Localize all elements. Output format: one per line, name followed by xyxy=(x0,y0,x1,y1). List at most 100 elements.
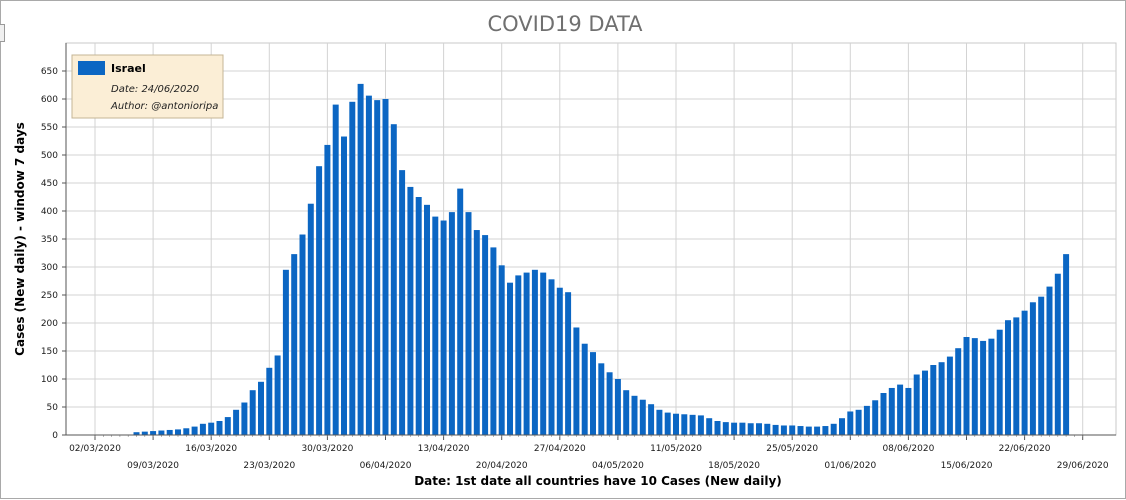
y-tick-label: 250 xyxy=(41,291,58,301)
bar xyxy=(1038,296,1045,435)
bar xyxy=(357,83,364,435)
bar xyxy=(789,425,796,435)
bar xyxy=(581,343,588,435)
bar xyxy=(141,431,148,435)
bar xyxy=(548,279,555,435)
bar xyxy=(233,409,240,435)
bar xyxy=(673,413,679,435)
bar xyxy=(390,124,397,435)
y-tick-label: 200 xyxy=(41,319,58,329)
bar xyxy=(822,426,829,435)
bar xyxy=(706,418,713,435)
legend-swatch xyxy=(78,61,105,75)
x-tick-label: 27/04/2020 xyxy=(534,444,586,454)
bar xyxy=(1021,310,1028,435)
bar xyxy=(199,423,206,435)
bar-series xyxy=(133,83,1070,436)
bar xyxy=(598,363,605,435)
bar xyxy=(648,404,655,435)
bar xyxy=(1005,320,1011,435)
bar xyxy=(349,101,356,436)
bar xyxy=(1063,254,1070,435)
bar xyxy=(955,348,962,435)
x-tick-label: 08/06/2020 xyxy=(882,444,934,454)
bar xyxy=(490,247,497,435)
x-tick-label: 15/06/2020 xyxy=(941,461,993,471)
bar xyxy=(664,412,671,435)
bar xyxy=(756,423,762,435)
bar xyxy=(531,269,538,435)
x-tick-label: 06/04/2020 xyxy=(360,461,412,471)
x-tick-label: 13/04/2020 xyxy=(418,444,470,454)
y-tick-label: 150 xyxy=(41,347,58,357)
bar xyxy=(291,254,298,435)
bar xyxy=(166,429,173,435)
bar xyxy=(764,423,771,435)
x-tick-label: 30/03/2020 xyxy=(301,444,353,454)
bar xyxy=(324,144,331,436)
bar xyxy=(507,282,513,435)
bar xyxy=(424,204,430,435)
x-tick-label: 11/05/2020 xyxy=(650,444,702,454)
bar xyxy=(938,362,945,435)
bar xyxy=(523,272,530,435)
bar xyxy=(332,104,339,435)
bar xyxy=(731,422,738,435)
bar xyxy=(681,414,688,435)
x-tick-label: 09/03/2020 xyxy=(127,461,179,471)
bar xyxy=(739,422,746,435)
bar xyxy=(980,340,987,435)
bar xyxy=(855,409,862,435)
bar xyxy=(399,170,406,435)
x-tick-label: 20/04/2020 xyxy=(476,461,528,471)
bar xyxy=(747,423,754,435)
legend-author-note: Author: @antonioripa xyxy=(110,101,218,112)
bar xyxy=(805,426,812,435)
bar xyxy=(839,418,845,435)
bar xyxy=(224,417,231,435)
bar xyxy=(1013,317,1020,435)
x-tick-label: 25/05/2020 xyxy=(766,444,818,454)
bar xyxy=(457,188,464,435)
bar xyxy=(606,372,613,435)
bar xyxy=(847,411,854,435)
bar xyxy=(772,424,779,435)
bar xyxy=(1054,273,1061,435)
bar xyxy=(614,379,621,435)
bar xyxy=(623,390,630,435)
bar xyxy=(465,212,472,435)
y-tick-label: 400 xyxy=(41,207,58,217)
bar xyxy=(175,429,181,435)
legend-series-name: Israel xyxy=(111,62,146,75)
bar xyxy=(1029,302,1036,435)
bar xyxy=(208,422,215,435)
bar xyxy=(216,421,223,435)
bar xyxy=(150,431,157,435)
legend: Israel Date: 24/06/2020 Author: @antonio… xyxy=(71,54,224,119)
x-tick-label: 29/06/2020 xyxy=(1057,461,1109,471)
bar xyxy=(341,136,347,435)
bar xyxy=(714,421,721,435)
y-tick-label: 50 xyxy=(47,403,59,413)
bar xyxy=(382,99,389,435)
bar xyxy=(897,384,904,435)
bar xyxy=(697,415,704,435)
y-tick-label: 0 xyxy=(52,431,58,441)
bar xyxy=(473,230,480,435)
bar xyxy=(374,100,381,436)
y-axis-title: Cases (New daily) - window 7 days xyxy=(13,122,27,356)
bar xyxy=(880,393,887,435)
bar xyxy=(407,186,414,435)
bar xyxy=(515,275,522,435)
y-tick-label: 550 xyxy=(41,123,58,133)
x-tick-label: 23/03/2020 xyxy=(243,461,295,471)
bar xyxy=(988,338,995,435)
bar xyxy=(872,400,879,435)
bar xyxy=(556,287,563,435)
bar xyxy=(930,365,937,435)
bar xyxy=(365,95,372,435)
bar xyxy=(946,356,953,435)
bar xyxy=(573,327,580,435)
bar xyxy=(158,430,165,435)
